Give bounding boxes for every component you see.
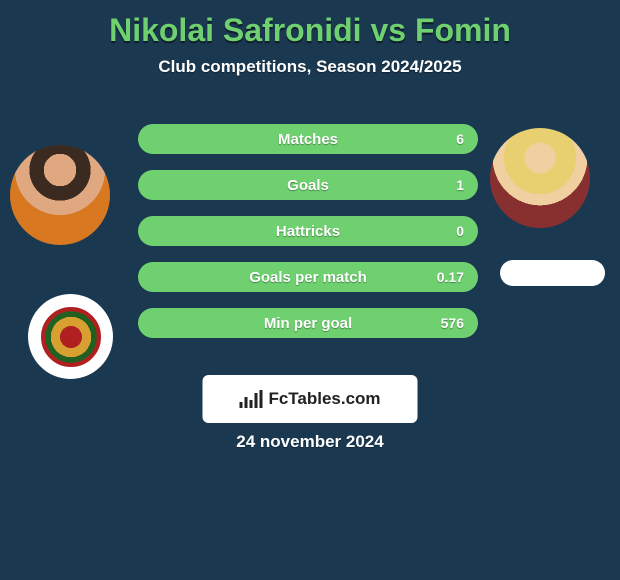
stats-list: Matches 6 Goals 1 Hattricks 0 Goals per … [138,124,478,354]
stat-row-mpg: Min per goal 576 [138,308,478,338]
stat-value: 1 [456,177,464,193]
stat-label: Min per goal [264,315,352,332]
comparison-card: Nikolai Safronidi vs Fomin Club competit… [0,0,620,580]
stat-label: Goals per match [249,269,367,286]
stat-value: 6 [456,131,464,147]
player2-avatar [490,128,590,228]
stat-label: Goals [287,177,329,194]
stat-row-gpm: Goals per match 0.17 [138,262,478,292]
player1-club-logo [28,294,113,379]
bar-chart-icon [239,390,262,408]
stat-label: Hattricks [276,223,340,240]
stat-row-matches: Matches 6 [138,124,478,154]
stat-value: 0.17 [437,269,464,285]
source-text: FcTables.com [268,389,380,409]
stat-value: 0 [456,223,464,239]
stat-label: Matches [278,131,338,148]
club-badge-icon [41,307,101,367]
subtitle: Club competitions, Season 2024/2025 [0,57,620,77]
stat-value: 576 [441,315,464,331]
footer-date: 24 november 2024 [0,432,620,452]
stat-row-hattricks: Hattricks 0 [138,216,478,246]
stat-row-goals: Goals 1 [138,170,478,200]
player2-club-logo [500,260,605,286]
player1-avatar [10,145,110,245]
source-badge: FcTables.com [203,375,418,423]
page-title: Nikolai Safronidi vs Fomin [0,0,620,49]
